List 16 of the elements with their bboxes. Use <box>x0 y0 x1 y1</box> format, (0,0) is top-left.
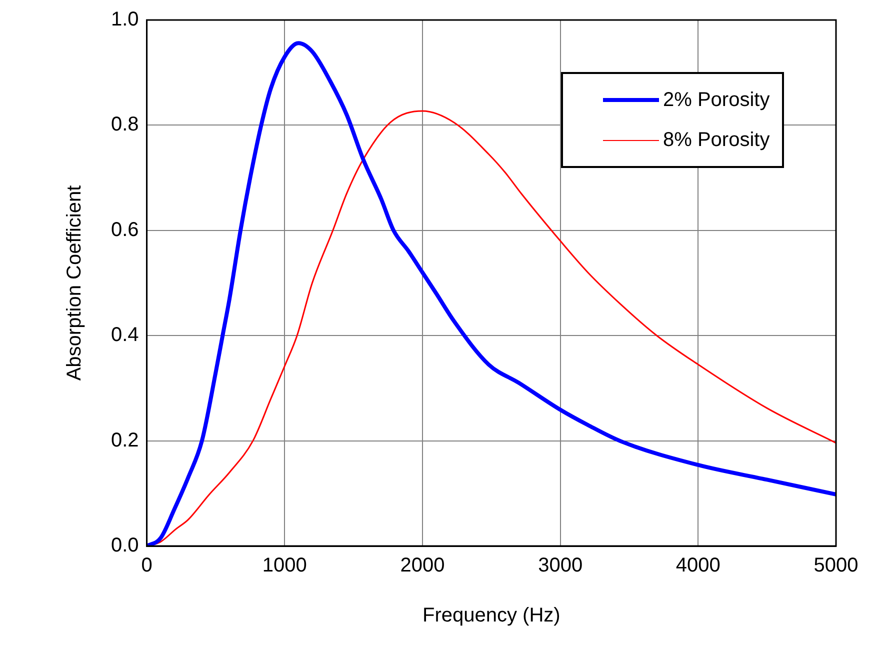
x-tick-label: 4000 <box>676 554 720 577</box>
legend-label: 2% Porosity <box>663 88 770 112</box>
x-tick-label: 5000 <box>814 554 858 577</box>
legend-label: 8% Porosity <box>663 128 770 152</box>
x-axis-title: Frequency (Hz) <box>422 604 560 627</box>
x-tick-label: 0 <box>141 554 152 577</box>
y-axis-title: Absorption Coefficient <box>64 184 86 381</box>
x-tick-label: 1000 <box>262 554 307 577</box>
y-tick-label: 0.6 <box>110 218 139 241</box>
y-tick-label: 0.8 <box>110 114 139 136</box>
x-tick-label: 2000 <box>400 554 445 577</box>
y-tick-label: 0.4 <box>110 324 139 346</box>
y-tick-label: 0.0 <box>110 534 139 557</box>
y-tick-label: 0.2 <box>110 429 139 452</box>
x-tick-label: 3000 <box>538 554 583 577</box>
y-tick-label: 1.0 <box>110 8 139 31</box>
